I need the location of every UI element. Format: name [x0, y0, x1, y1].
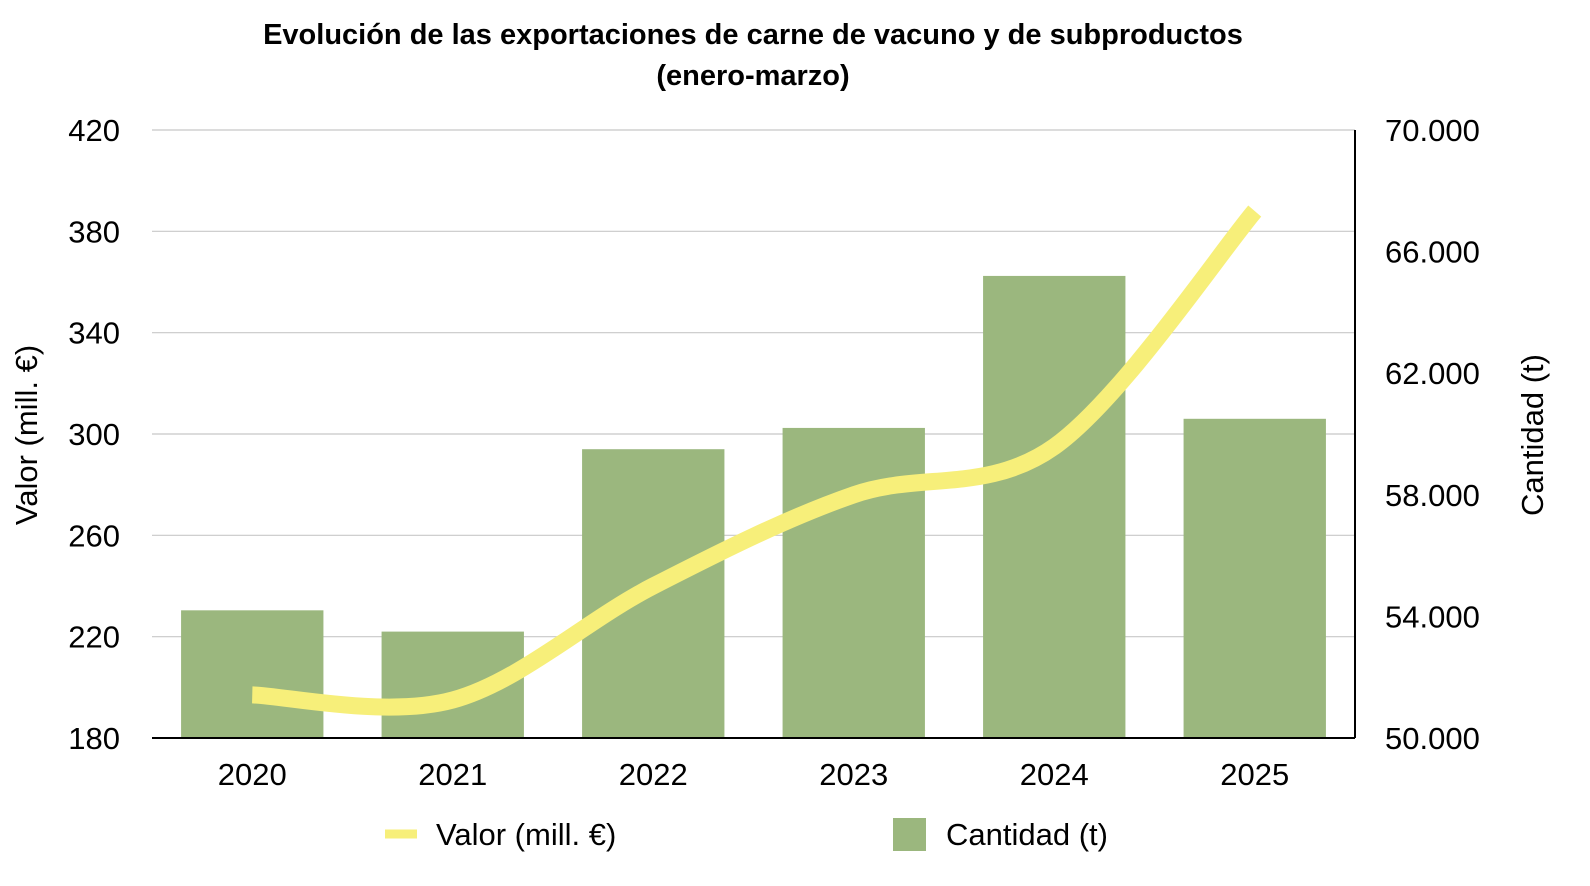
legend-label-valor: Valor (mill. €) [436, 817, 616, 852]
y-tick-left-label: 220 [68, 620, 120, 655]
y-tick-left-label: 420 [68, 113, 120, 148]
y-tick-left-label: 180 [68, 721, 120, 756]
bar-2024 [983, 275, 1126, 738]
y-axis-right-label: Cantidad (t) [1515, 354, 1550, 516]
y-tick-right-label: 70.000 [1385, 113, 1480, 148]
y-tick-left-label: 380 [68, 214, 120, 249]
legend: Valor (mill. €) Cantidad (t) [385, 817, 1108, 852]
chart-subtitle: (enero-marzo) [656, 60, 849, 92]
y-tick-left-label: 260 [68, 518, 120, 553]
x-tick-label: 2023 [819, 757, 888, 792]
legend-bar-swatch [893, 818, 926, 851]
bar-2025 [1183, 418, 1326, 738]
y-tick-right-label: 50.000 [1385, 721, 1480, 756]
y-tick-right-label: 62.000 [1385, 356, 1480, 391]
y-tick-right-label: 54.000 [1385, 599, 1480, 634]
y-tick-left-label: 340 [68, 316, 120, 351]
x-tick-label: 2020 [218, 757, 287, 792]
gridlines [152, 129, 1355, 638]
bar-2020 [181, 610, 324, 738]
chart-title: Evolución de las exportaciones de carne … [263, 19, 1243, 51]
y-tick-left-label: 300 [68, 417, 120, 452]
y-tick-right-label: 66.000 [1385, 235, 1480, 270]
bar-2023 [782, 427, 925, 738]
x-tick-label: 2025 [1220, 757, 1289, 792]
x-tick-label: 2024 [1020, 757, 1089, 792]
line-series [251, 205, 1262, 716]
legend-label-cantidad: Cantidad (t) [946, 817, 1108, 852]
y-axis-left-label: Valor (mill. €) [9, 345, 44, 525]
tick-labels: 180 220 260 300 340 380 420 50.000 54.000 58.000 6… [68, 113, 1480, 792]
axes [152, 130, 1356, 739]
y-tick-right-label: 58.000 [1385, 478, 1480, 513]
x-tick-label: 2022 [619, 757, 688, 792]
valor-line [251, 205, 1262, 716]
x-tick-label: 2021 [418, 757, 487, 792]
